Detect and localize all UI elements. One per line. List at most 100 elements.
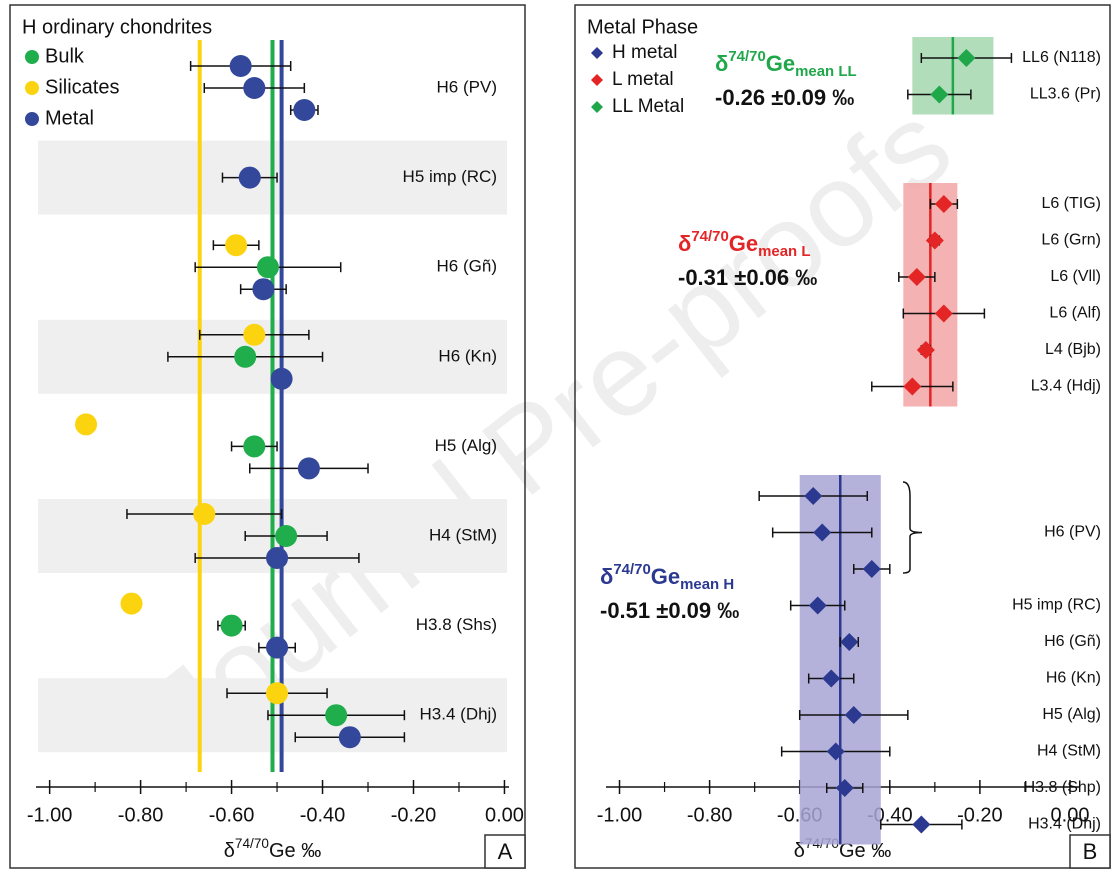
panel-label-box [484,834,526,869]
row-label: H5 (Alg) [1042,706,1101,723]
legend-marker [591,101,603,113]
data-point [275,525,298,547]
data-point [844,706,863,724]
legend-label: L metal [612,69,674,90]
row-label: L4 (Bjb) [1045,341,1101,358]
data-point [243,77,266,99]
mean-annotation-subscript: mean L [758,243,810,260]
legend-label: LL Metal [612,96,684,117]
mean-annotation: δ74/70Gemean L [678,228,810,260]
panel-label: A [498,839,513,864]
x-axis-label-superscript: 74/70 [235,836,269,851]
data-point [862,560,881,578]
row-label: H6 (Gñ) [437,257,497,276]
data-point [220,614,243,637]
x-axis-label-suffix: Ge ‰ [839,840,891,862]
legend-marker [25,81,39,95]
data-point [225,234,248,257]
row-label: L6 (TIG) [1041,195,1101,212]
x-tick-label: -1.00 [597,804,643,826]
x-axis-label-prefix: δ [794,840,805,862]
data-point [916,341,935,359]
mean-annotation-subscript: mean LL [795,63,857,80]
panel-label: B [1083,839,1098,864]
data-point [293,99,316,121]
row-label: L6 (Vll) [1050,268,1101,285]
legend-label: H metal [612,42,677,63]
data-point [193,503,216,525]
data-point [297,457,320,480]
data-point [957,49,976,67]
row-label: H5 imp (RC) [1012,597,1101,614]
row-label: H5 imp (RC) [403,167,497,186]
panel-label-box [1069,834,1111,869]
data-point [804,487,823,505]
data-point [266,682,289,705]
legend-label: Silicates [45,76,119,98]
mean-annotation-value: -0.51 ±0.09 ‰ [600,598,739,623]
data-point [120,592,143,615]
data-point [338,726,361,749]
data-point [934,195,953,213]
row-label: H3.8 (Shs) [416,615,497,634]
data-point [912,815,931,834]
mean-annotation-superscript: 74/70 [613,561,650,578]
mean-annotation-subscript: mean H [680,576,734,593]
data-point [266,547,289,569]
row-label: L3.4 (Hdj) [1031,378,1101,395]
data-point [325,704,348,727]
legend-marker [25,50,39,64]
data-point [840,633,859,651]
legend-marker [591,74,603,86]
row-label: H3.4 (Dhj) [1028,816,1101,833]
data-point [835,779,854,797]
mean-annotation-prefix: δ [678,231,691,256]
data-point [813,523,832,542]
data-point [256,256,279,279]
x-axis-label-suffix: Ge ‰ [269,840,321,862]
legend-marker [591,47,603,59]
x-tick-label: -0.20 [391,804,437,826]
mean-annotation: δ74/70Gemean LL [715,48,857,80]
data-point [934,304,953,323]
mean-annotation-base: Ge [729,231,758,256]
x-tick-label: -0.80 [118,804,164,826]
data-point [903,377,922,396]
data-point [925,231,944,250]
x-tick-label: 0.00 [1051,804,1090,826]
mean-annotation: δ74/70Gemean H [600,561,734,593]
data-point [252,278,275,301]
data-point [808,596,827,615]
x-tick-label: -0.80 [687,804,733,826]
x-tick-label: -0.60 [209,804,255,826]
data-point [238,166,261,189]
row-label: H6 (PV) [437,77,497,96]
row-label: L6 (Grn) [1041,232,1101,249]
data-point [243,435,266,458]
row-label: H3.8 (Shp) [1024,779,1101,796]
x-axis-label: δ74/70Ge ‰ [224,836,321,863]
data-point [75,413,98,436]
row-label: H6 (Kn) [1046,670,1101,687]
data-point [270,367,293,390]
data-point [826,742,845,761]
row-label: L6 (Alf) [1049,305,1101,322]
row-label: LL3.6 (Pr) [1030,86,1101,103]
mean-annotation-base: Ge [651,564,680,589]
mean-annotation-superscript: 74/70 [691,228,728,245]
data-point [234,345,257,368]
row-label: H6 (Gñ) [1044,633,1101,650]
legend-label: Bulk [45,45,85,67]
data-point [243,323,266,346]
mean-annotation-superscript: 74/70 [728,48,765,65]
row-label: H6 (Kn) [438,346,497,365]
legend-title: Metal Phase [587,16,698,38]
row-label: H4 (StM) [1037,743,1101,760]
data-point [907,268,926,286]
x-tick-label: -0.40 [300,804,346,826]
row-label: H4 (StM) [429,525,497,544]
legend-marker [25,112,39,126]
row-label: H3.4 (Dhj) [420,705,497,724]
x-tick-label: -1.00 [27,804,73,826]
